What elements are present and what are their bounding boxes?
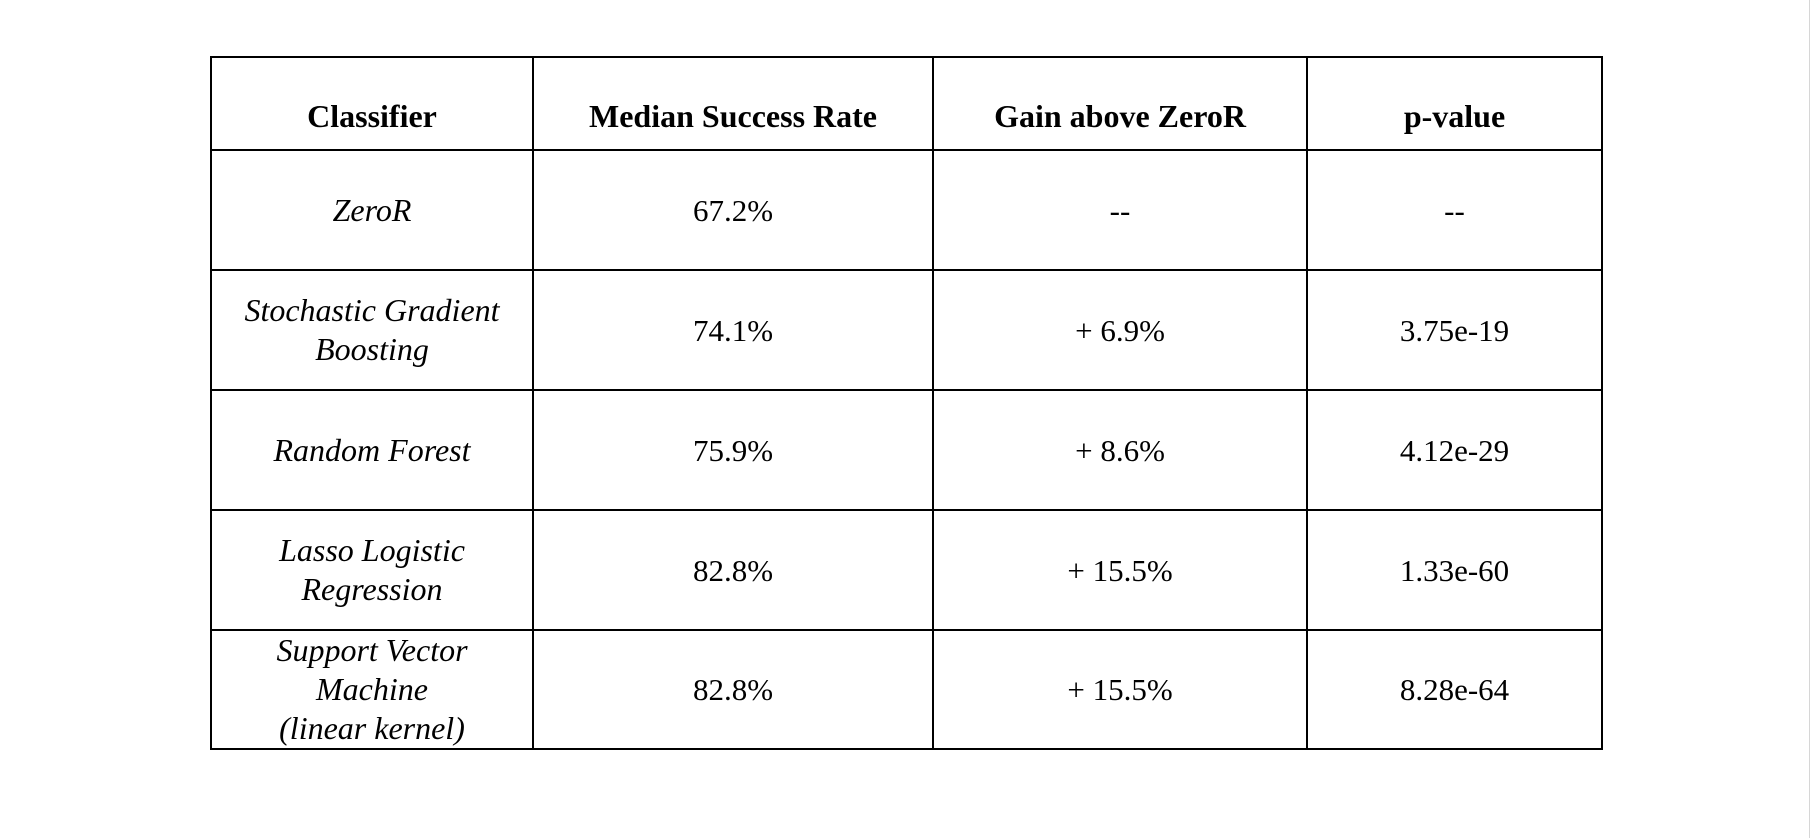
- classifier-results-table: Classifier Median Success Rate Gain abov…: [210, 56, 1603, 750]
- table-row: Random Forest 75.9% + 8.6% 4.12e-29: [210, 389, 1603, 511]
- median-success-rate-cell: 82.8%: [532, 509, 934, 631]
- table-header-row: Classifier Median Success Rate Gain abov…: [210, 56, 1603, 151]
- p-value-cell: 1.33e-60: [1306, 509, 1603, 631]
- p-value-cell: 4.12e-29: [1306, 389, 1603, 511]
- header-gain-above-zeror: Gain above ZeroR: [932, 56, 1308, 151]
- gain-above-zeror-cell: + 15.5%: [932, 509, 1308, 631]
- header-classifier: Classifier: [210, 56, 534, 151]
- gain-above-zeror-cell: + 15.5%: [932, 629, 1308, 750]
- classifier-name: Random Forest: [273, 431, 471, 468]
- classifier-name: Lasso Logistic Regression: [279, 532, 465, 607]
- classifier-name: Stochastic Gradient Boosting: [244, 292, 500, 367]
- classifier-cell: Stochastic Gradient Boosting: [210, 269, 534, 391]
- header-p-value: p-value: [1306, 56, 1603, 151]
- classifier-cell: Support Vector Machine (linear kernel): [210, 629, 534, 750]
- classifier-cell: ZeroR: [210, 149, 534, 271]
- classifier-name: ZeroR: [332, 191, 412, 228]
- table-row: ZeroR 67.2% -- --: [210, 149, 1603, 271]
- table-row: Support Vector Machine (linear kernel) 8…: [210, 629, 1603, 750]
- page-edge-divider: [1809, 0, 1810, 838]
- table-row: Stochastic Gradient Boosting 74.1% + 6.9…: [210, 269, 1603, 391]
- median-success-rate-cell: 74.1%: [532, 269, 934, 391]
- median-success-rate-cell: 67.2%: [532, 149, 934, 271]
- median-success-rate-cell: 82.8%: [532, 629, 934, 750]
- gain-above-zeror-cell: + 6.9%: [932, 269, 1308, 391]
- p-value-cell: 8.28e-64: [1306, 629, 1603, 750]
- gain-above-zeror-cell: --: [932, 149, 1308, 271]
- classifier-cell: Random Forest: [210, 389, 534, 511]
- p-value-cell: 3.75e-19: [1306, 269, 1603, 391]
- table-row: Lasso Logistic Regression 82.8% + 15.5% …: [210, 509, 1603, 631]
- gain-above-zeror-cell: + 8.6%: [932, 389, 1308, 511]
- p-value-cell: --: [1306, 149, 1603, 271]
- classifier-name: Support Vector Machine (linear kernel): [276, 632, 468, 746]
- classifier-cell: Lasso Logistic Regression: [210, 509, 534, 631]
- median-success-rate-cell: 75.9%: [532, 389, 934, 511]
- header-median-success-rate: Median Success Rate: [532, 56, 934, 151]
